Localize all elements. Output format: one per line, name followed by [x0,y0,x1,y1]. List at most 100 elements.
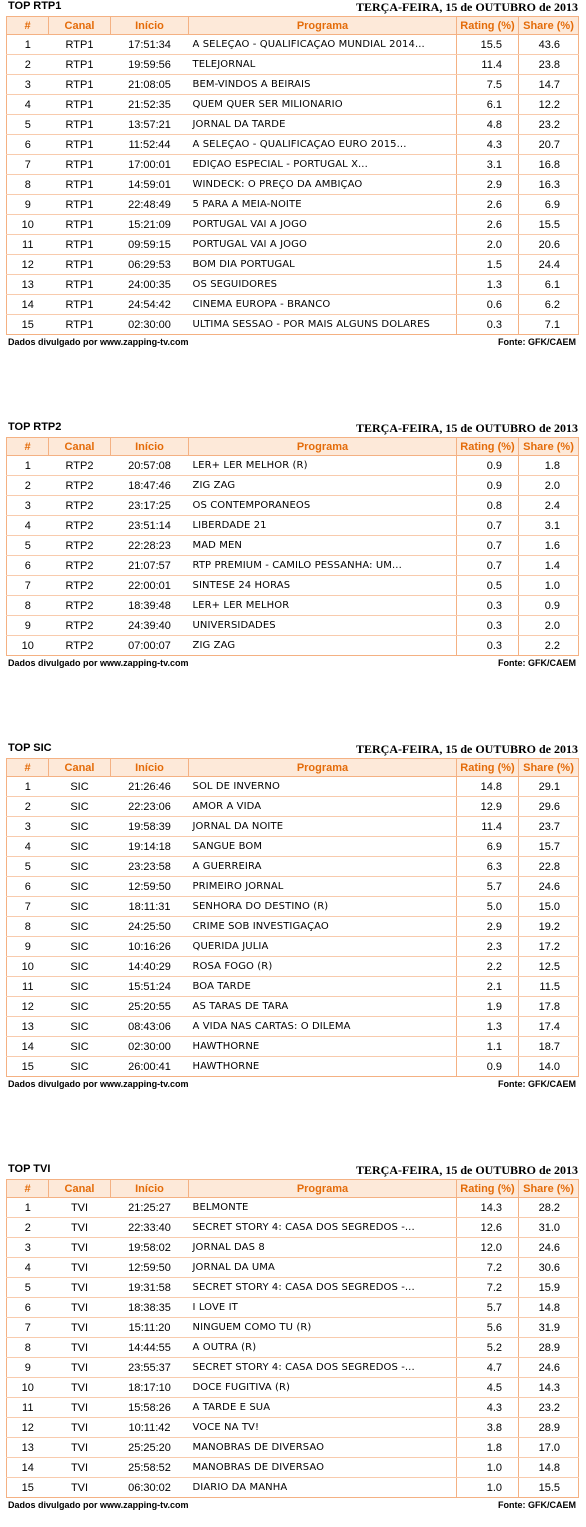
cell-program: DIARIO DA MANHA [188,1477,457,1498]
cell-num: 3 [6,495,49,516]
cell-program: JORNAL DA NOITE [188,816,457,837]
section-title: TOP RTP2 [8,421,62,433]
cell-channel: TVI [48,1357,111,1378]
cell-share: 19.2 [518,916,579,937]
cell-num: 9 [6,1357,49,1378]
cell-start: 20:57:08 [110,455,189,476]
cell-rating: 4.7 [456,1357,519,1378]
cell-program: SECRET STORY 4: CASA DOS SEGREDOS -... [188,1217,457,1238]
cell-channel: RTP2 [48,635,111,656]
footer-source: Dados divulgado por www.zapping-tv.com [8,658,189,668]
cell-channel: SIC [48,796,111,817]
cell-channel: SIC [48,836,111,857]
col-header-channel: Canal [48,1179,111,1198]
cell-share: 1.8 [518,455,579,476]
cell-rating: 0.9 [456,475,519,496]
cell-num: 14 [6,1457,49,1478]
cell-num: 9 [6,936,49,957]
cell-program: CRIME SOB INVESTIGAÇAO [188,916,457,937]
cell-share: 6.9 [518,194,579,215]
cell-channel: TVI [48,1317,111,1338]
table-row: 11 SIC 15:51:24 BOA TARDE 2.1 11.5 [6,976,579,997]
cell-program: I LOVE IT [188,1297,457,1318]
cell-rating: 0.7 [456,555,519,576]
cell-channel: TVI [48,1277,111,1298]
cell-share: 15.0 [518,896,579,917]
table-row: 13 TVI 25:25:20 MANOBRAS DE DIVERSAO 1.8 17.0 [6,1437,579,1458]
cell-rating: 2.9 [456,916,519,937]
table-row: 7 RTP1 17:00:01 EDIÇAO ESPECIAL - PORTUGAL … [6,154,579,175]
cell-channel: SIC [48,876,111,897]
table-row: 5 RTP2 22:28:23 MAD MEN 0.7 1.6 [6,535,579,556]
cell-program: A SELEÇAO - QUALIFICAÇAO EURO 2015... [188,134,457,155]
table-row: 5 SIC 23:23:58 A GUERREIRA 6.3 22.8 [6,856,579,877]
cell-num: 4 [6,94,49,115]
cell-rating: 12.9 [456,796,519,817]
cell-rating: 0.5 [456,575,519,596]
table-row: 10 RTP1 15:21:09 PORTUGAL VAI A JOGO 2.6 15.5 [6,214,579,235]
section-footer: Dados divulgado por www.zapping-tv.com F… [0,1500,586,1514]
cell-rating: 4.3 [456,1397,519,1418]
cell-program: JORNAL DA UMA [188,1257,457,1278]
cell-num: 8 [6,174,49,195]
cell-share: 28.2 [518,1197,579,1218]
cell-program: ULTIMA SESSAO - POR MAIS ALGUNS DOLARES [188,314,457,335]
table-row: 3 TVI 19:58:02 JORNAL DAS 8 12.0 24.6 [6,1237,579,1258]
table-row: 14 TVI 25:58:52 MANOBRAS DE DIVERSAO 1.0 14.8 [6,1457,579,1478]
table-row: 4 RTP1 21:52:35 QUEM QUER SER MILIONARIO 6.1… [6,94,579,115]
cell-channel: SIC [48,1036,111,1057]
cell-num: 3 [6,816,49,837]
cell-rating: 0.9 [456,455,519,476]
col-header-rating: Rating (%) [456,758,519,777]
cell-channel: SIC [48,1016,111,1037]
cell-program: PORTUGAL VAI A JOGO [188,214,457,235]
footer-source: Dados divulgado por www.zapping-tv.com [8,1500,189,1510]
cell-program: MAD MEN [188,535,457,556]
cell-channel: RTP2 [48,595,111,616]
cell-num: 3 [6,74,49,95]
cell-program: AS TARAS DE TARA [188,996,457,1017]
cell-share: 14.3 [518,1377,579,1398]
cell-start: 23:23:58 [110,856,189,877]
cell-start: 19:59:56 [110,54,189,75]
cell-share: 24.6 [518,876,579,897]
table-row: 5 RTP1 13:57:21 JORNAL DA TARDE 4.8 23.2 [6,114,579,135]
ratings-table: # Canal Início Programa Rating (%) Share… [6,1179,579,1498]
cell-program: JORNAL DA TARDE [188,114,457,135]
cell-share: 14.8 [518,1297,579,1318]
cell-start: 21:07:57 [110,555,189,576]
footer-fonte: Fonte: GFK/CAEM [498,337,576,347]
cell-start: 15:58:26 [110,1397,189,1418]
table-row: 3 RTP1 21:08:05 BEM-VINDOS A BEIRAIS 7.5 14.7 [6,74,579,95]
col-header-program: Programa [188,16,457,35]
table-row: 7 RTP2 22:00:01 SINTESE 24 HORAS 0.5 1.0 [6,575,579,596]
cell-share: 6.1 [518,274,579,295]
ratings-section: TOP RTP2 TERÇA-FEIRA, 15 de OUTUBRO de 2… [0,421,586,656]
cell-num: 11 [6,234,49,255]
section-date: TERÇA-FEIRA, 15 de OUTUBRO de 2013 [355,421,578,435]
cell-rating: 0.3 [456,635,519,656]
section-footer: Dados divulgado por www.zapping-tv.com F… [0,658,586,672]
cell-num: 5 [6,856,49,877]
cell-share: 23.2 [518,1397,579,1418]
table-row: 9 RTP1 22:48:49 5 PARA A MEIA-NOITE 2.6 6.9 [6,194,579,215]
cell-num: 2 [6,796,49,817]
cell-rating: 4.5 [456,1377,519,1398]
cell-rating: 0.3 [456,615,519,636]
cell-share: 31.0 [518,1217,579,1238]
cell-channel: SIC [48,896,111,917]
cell-program: BOA TARDE [188,976,457,997]
col-header-share: Share (%) [518,1179,579,1198]
cell-rating: 0.9 [456,1056,519,1077]
cell-start: 22:23:06 [110,796,189,817]
cell-rating: 11.4 [456,816,519,837]
table-row: 15 RTP1 02:30:00 ULTIMA SESSAO - POR MAIS A… [6,314,579,335]
cell-num: 8 [6,916,49,937]
cell-num: 7 [6,154,49,175]
cell-share: 23.7 [518,816,579,837]
cell-channel: TVI [48,1477,111,1498]
cell-num: 15 [6,1477,49,1498]
cell-channel: TVI [48,1237,111,1258]
table-row: 5 TVI 19:31:58 SECRET STORY 4: CASA DOS SEG… [6,1277,579,1298]
cell-share: 18.7 [518,1036,579,1057]
